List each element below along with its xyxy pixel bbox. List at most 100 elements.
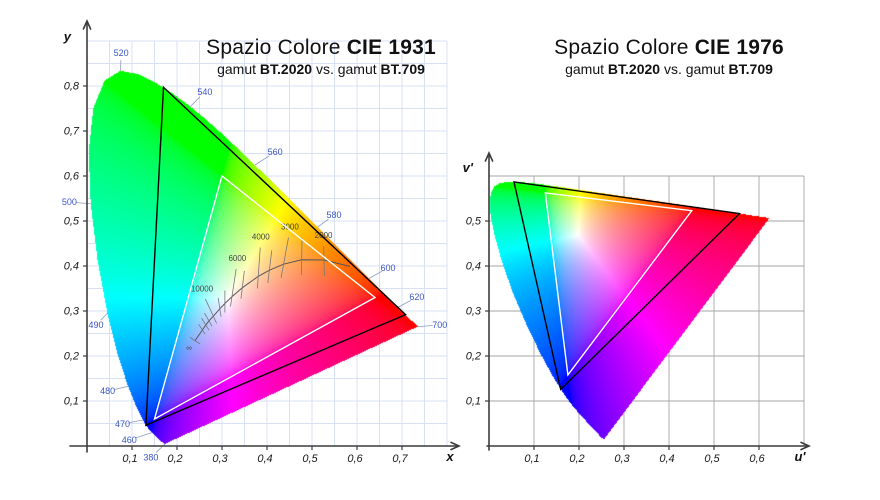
wavelength-label-490: 490 xyxy=(88,320,103,330)
gamut-triangle-bt.709 xyxy=(544,192,694,377)
subtitle-part-bold: BT.2020 xyxy=(607,61,661,77)
y-tick-label: 0,1 xyxy=(64,396,79,408)
wavelength-label-380: 380 xyxy=(143,452,158,462)
wavelength-label-600: 600 xyxy=(381,263,396,273)
cie1976-horseshoe-canvas xyxy=(486,178,776,444)
cct-label-2000: 2000 xyxy=(315,231,333,240)
gamut-triangle-bt.2020 xyxy=(145,85,407,427)
wavelength-tick xyxy=(190,96,201,107)
gamut-triangle-bt.2020 xyxy=(513,181,742,391)
wavelength-tick xyxy=(76,202,91,205)
wavelength-tick xyxy=(397,300,411,308)
y-tick-label: 0,4 xyxy=(466,261,481,273)
subtitle-part: gamut xyxy=(565,61,608,77)
isotherms xyxy=(189,237,325,345)
isotherm-tick xyxy=(323,246,325,277)
wavelength-tick xyxy=(317,218,329,228)
isotherm-tick xyxy=(280,237,289,278)
wavelength-label-700: 700 xyxy=(432,320,447,330)
wavelength-tick xyxy=(100,312,108,321)
wavelength-callouts: 380 460 470 480 490 500 520 540 560 580 600 620 700 xyxy=(62,48,447,462)
x-tick-label: 0,3 xyxy=(212,453,228,465)
subtitle-part-bold: BT.2020 xyxy=(259,61,313,77)
x-tick-label: 0,6 xyxy=(347,453,363,465)
y-tick-label: 0,7 xyxy=(64,126,80,138)
x-tick-label: 0,5 xyxy=(704,453,720,465)
x-tick-label: 0,7 xyxy=(392,453,408,465)
chart-cie1931: ∞ 10000 6000 4000 3000 2000 380 460 470 480 490 500… xyxy=(62,19,461,466)
y-tick-label: 0,8 xyxy=(64,81,80,93)
wavelength-label-520: 520 xyxy=(114,48,129,58)
gamut-triangle-bt.709 xyxy=(153,174,377,421)
x-tick-label: 0,5 xyxy=(302,453,318,465)
chart-title-cie1931: Spazio Colore CIE 1931 gamut BT.2020 vs.… xyxy=(206,36,436,77)
wavelength-label-500: 500 xyxy=(62,197,77,207)
wavelength-tick xyxy=(114,385,129,390)
y-axis-arrow xyxy=(82,19,92,30)
subtitle-part: gamut xyxy=(217,61,260,77)
isotherm-tick xyxy=(217,297,222,317)
x-axis-arrow xyxy=(450,441,461,451)
x-tick-label: 0,2 xyxy=(167,453,182,465)
y-axis-arrow xyxy=(484,151,494,162)
y-tick-label: 0,6 xyxy=(64,171,80,183)
x-tick-label: 0,4 xyxy=(257,453,272,465)
y-axis-label: v' xyxy=(463,160,474,175)
axes xyxy=(69,19,461,453)
wavelength-label-560: 560 xyxy=(268,147,283,157)
isotherm-tick xyxy=(201,317,210,331)
title-bold: CIE 1976 xyxy=(694,36,784,59)
x-tick-label: 0,1 xyxy=(524,453,539,465)
subtitle-cie1976: gamut BT.2020 vs. gamut BT.709 xyxy=(554,61,784,77)
subtitle-part: vs. gamut xyxy=(312,61,381,77)
y-axis-label: y xyxy=(63,29,72,44)
subtitle-cie1931: gamut BT.2020 vs. gamut BT.709 xyxy=(206,61,436,77)
tick-labels: 0,1 0,2 0,3 0,4 0,5 0,6 0,1 0,2 0,3 0,4 0,5 xyxy=(466,216,766,466)
isotherm-tick xyxy=(204,312,213,327)
x-axis-label: u' xyxy=(794,449,806,464)
isotherm-tick xyxy=(240,270,245,299)
cct-label-6000: 6000 xyxy=(228,254,246,263)
x-tick-label: 0,2 xyxy=(569,453,584,465)
isotherm-tick xyxy=(230,268,237,307)
x-tick-label: 0,6 xyxy=(749,453,765,465)
y-tick-label: 0,1 xyxy=(466,396,481,408)
isotherm-tick xyxy=(256,247,261,289)
x-tick-label: 0,4 xyxy=(659,453,674,465)
isotherm-tick xyxy=(198,323,206,335)
wavelength-label-460: 460 xyxy=(122,435,137,445)
wavelength-tick xyxy=(155,443,166,453)
tick-labels: 0,1 0,2 0,3 0,4 0,5 0,6 0,7 0,1 0,2 0,3 0,4 0,5 0,6 0… xyxy=(64,81,409,466)
wavelength-label-620: 620 xyxy=(409,292,424,302)
y-tick-label: 0,2 xyxy=(466,351,481,363)
axes xyxy=(484,151,811,451)
subtitle-part-bold: BT.709 xyxy=(728,61,773,77)
wavelength-tick xyxy=(254,155,270,166)
title-bold: CIE 1931 xyxy=(346,36,436,59)
title-cie1931: Spazio Colore CIE 1931 xyxy=(206,36,436,60)
y-tick-label: 0,3 xyxy=(466,306,482,318)
cct-label-∞: ∞ xyxy=(186,344,192,353)
isotherm-tick xyxy=(204,298,218,324)
isotherm-tick xyxy=(189,337,201,345)
y-tick-label: 0,2 xyxy=(64,351,79,363)
wavelength-tick xyxy=(129,419,143,424)
subtitle-part-bold: BT.709 xyxy=(380,61,425,77)
wavelength-tick xyxy=(135,432,152,439)
chart-cie1976: 0,1 0,2 0,3 0,4 0,5 0,6 0,1 0,2 0,3 0,4 0,5 u' v' xyxy=(463,151,811,466)
wavelength-label-580: 580 xyxy=(327,210,342,220)
y-tick-label: 0,3 xyxy=(64,306,80,318)
title-regular: Spazio Colore xyxy=(554,36,695,59)
x-axis-label: x xyxy=(445,449,454,464)
wavelength-tick xyxy=(368,270,383,279)
subtitle-part: vs. gamut xyxy=(660,61,729,77)
wavelength-tick xyxy=(417,325,433,328)
title-regular: Spazio Colore xyxy=(206,36,347,59)
chart-title-cie1976: Spazio Colore CIE 1976 gamut BT.2020 vs.… xyxy=(554,36,784,77)
wavelength-label-540: 540 xyxy=(197,87,212,97)
isotherm-tick xyxy=(267,250,273,284)
title-cie1976: Spazio Colore CIE 1976 xyxy=(554,36,784,60)
y-tick-label: 0,5 xyxy=(466,216,482,228)
